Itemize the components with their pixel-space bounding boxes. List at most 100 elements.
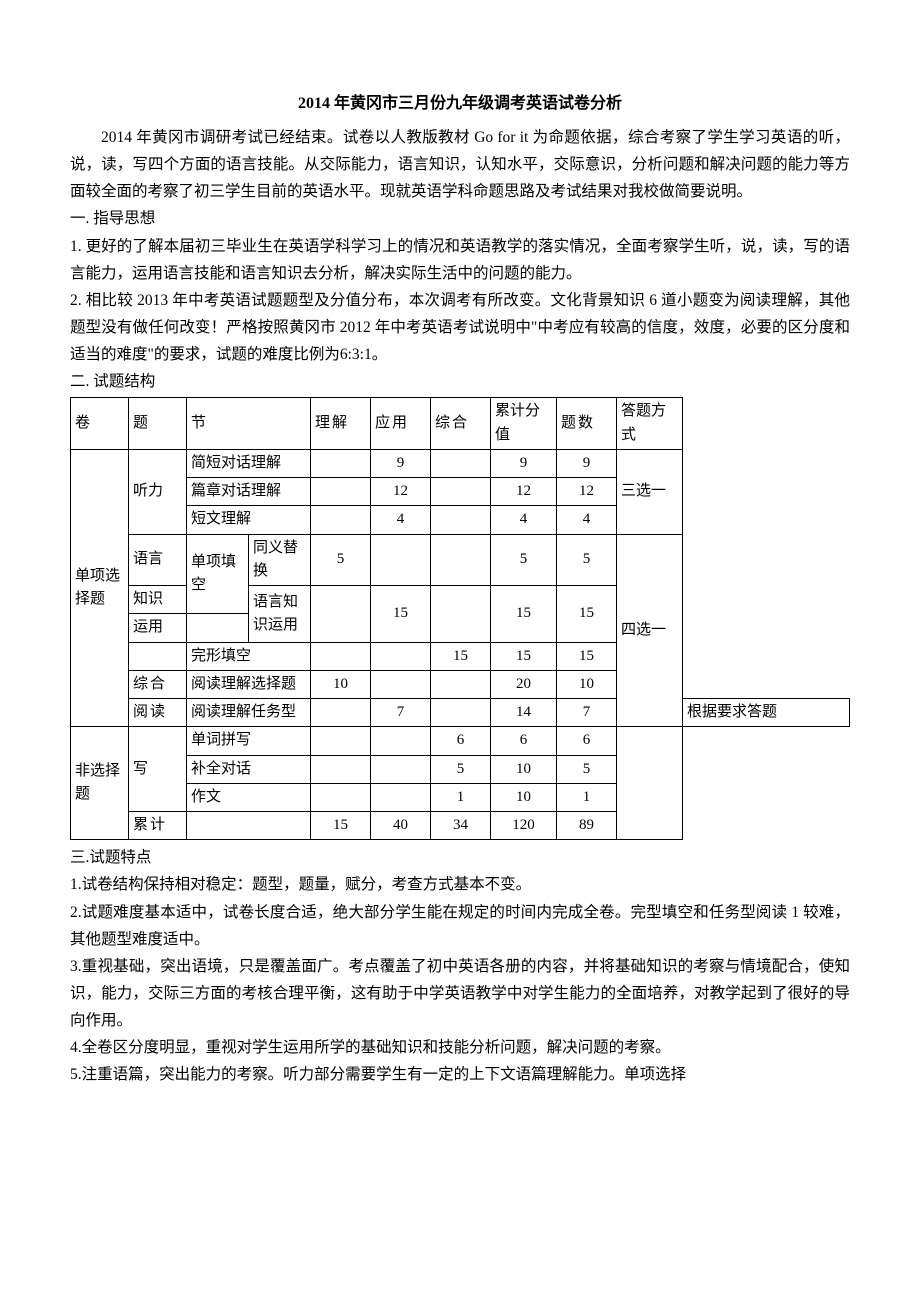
table-row: 作文 1 10 1 bbox=[71, 783, 850, 811]
section-3-item-5: 5.注重语篇，突出能力的考察。听力部分需要学生有一定的上下文语篇理解能力。单项选… bbox=[70, 1061, 850, 1088]
cell: 15 bbox=[491, 642, 557, 670]
cell bbox=[371, 755, 431, 783]
table-row: 卷 题 节 理解 应用 综合 累计分值 题数 答题方式 bbox=[71, 398, 850, 450]
section-3-heading: 三.试题特点 bbox=[70, 844, 850, 871]
cell: 15 bbox=[557, 642, 617, 670]
cell-jie: 单词拼写 bbox=[187, 727, 311, 755]
cell-jie: 语言知识运用 bbox=[249, 586, 311, 643]
cell-ti-yuyan: 语言 bbox=[129, 534, 187, 586]
cell-juan-feixuanze: 非选择题 bbox=[71, 727, 129, 840]
cell: 9 bbox=[557, 449, 617, 477]
intro-paragraph: 2014 年黄冈市调研考试已经结束。试卷以人教版教材 Go for it 为命题… bbox=[70, 124, 850, 205]
cell bbox=[431, 506, 491, 534]
cell: 12 bbox=[371, 478, 431, 506]
cell bbox=[311, 449, 371, 477]
section-3-item-2: 2.试题难度基本适中，试卷长度合适，绝大部分学生能在规定的时间内完成全卷。完型填… bbox=[70, 899, 850, 953]
cell-ti-leiji: 累计 bbox=[129, 812, 187, 840]
cell bbox=[371, 670, 431, 698]
table-row: 非选择题 写 单词拼写 6 6 6 bbox=[71, 727, 850, 755]
cell bbox=[431, 586, 491, 643]
cell: 5 bbox=[557, 534, 617, 586]
cell-jie-empty bbox=[187, 614, 249, 642]
cell: 9 bbox=[491, 449, 557, 477]
cell: 9 bbox=[371, 449, 431, 477]
cell bbox=[431, 449, 491, 477]
cell: 12 bbox=[491, 478, 557, 506]
cell-jie: 完形填空 bbox=[187, 642, 311, 670]
cell-jie: 短文理解 bbox=[187, 506, 311, 534]
cell: 120 bbox=[491, 812, 557, 840]
cell bbox=[371, 534, 431, 586]
cell bbox=[431, 670, 491, 698]
cell: 10 bbox=[491, 755, 557, 783]
th-fenzhi: 累计分值 bbox=[491, 398, 557, 450]
cell bbox=[311, 642, 371, 670]
th-tishu: 题数 bbox=[557, 398, 617, 450]
cell bbox=[371, 783, 431, 811]
cell: 15 bbox=[491, 586, 557, 643]
cell-mode-empty bbox=[617, 727, 683, 840]
cell: 10 bbox=[557, 670, 617, 698]
table-row: 语言 单项填空 同义替换 5 5 5 四选一 bbox=[71, 534, 850, 586]
th-zonghe: 综合 bbox=[431, 398, 491, 450]
cell-jie: 阅读理解选择题 bbox=[187, 670, 311, 698]
th-jie: 节 bbox=[187, 398, 311, 450]
page-title: 2014 年黄冈市三月份九年级调考英语试卷分析 bbox=[70, 90, 850, 118]
cell bbox=[431, 478, 491, 506]
cell: 4 bbox=[491, 506, 557, 534]
cell-jie: 补全对话 bbox=[187, 755, 311, 783]
cell: 10 bbox=[311, 670, 371, 698]
cell: 15 bbox=[557, 586, 617, 643]
cell: 10 bbox=[491, 783, 557, 811]
cell-jie: 单项填空 bbox=[187, 534, 249, 614]
document-page: 2014 年黄冈市三月份九年级调考英语试卷分析 2014 年黄冈市调研考试已经结… bbox=[0, 0, 920, 1128]
cell: 15 bbox=[431, 642, 491, 670]
cell-ti-xie: 写 bbox=[129, 727, 187, 812]
cell-mode: 三选一 bbox=[617, 449, 683, 534]
th-lijie: 理解 bbox=[311, 398, 371, 450]
cell: 5 bbox=[557, 755, 617, 783]
cell: 89 bbox=[557, 812, 617, 840]
section-3-item-1: 1.试卷结构保持相对稳定：题型，题量，赋分，考查方式基本不变。 bbox=[70, 871, 850, 898]
table-row: 单项选择题 听力 简短对话理解 9 9 9 三选一 bbox=[71, 449, 850, 477]
cell-jie: 篇章对话理解 bbox=[187, 478, 311, 506]
table-row: 阅读 阅读理解任务型 7 14 7 根据要求答题 bbox=[71, 699, 850, 727]
cell-ti-zonghe: 综合 bbox=[129, 670, 187, 698]
cell bbox=[311, 727, 371, 755]
th-ti: 题 bbox=[129, 398, 187, 450]
section-3-item-4: 4.全卷区分度明显，重视对学生运用所学的基础知识和技能分析问题，解决问题的考察。 bbox=[70, 1034, 850, 1061]
cell bbox=[311, 506, 371, 534]
cell-jie: 阅读理解任务型 bbox=[187, 699, 311, 727]
cell: 15 bbox=[371, 586, 431, 643]
cell: 14 bbox=[491, 699, 557, 727]
cell-ti-tingli: 听力 bbox=[129, 449, 187, 534]
cell bbox=[371, 642, 431, 670]
cell-ti-yuedu: 阅读 bbox=[129, 699, 187, 727]
cell: 4 bbox=[371, 506, 431, 534]
cell-juan-danxiang: 单项选择题 bbox=[71, 449, 129, 727]
table-row: 短文理解 4 4 4 bbox=[71, 506, 850, 534]
cell bbox=[311, 783, 371, 811]
cell-ti-yunyong: 运用 bbox=[129, 614, 187, 642]
section-2-heading: 二. 试题结构 bbox=[70, 368, 850, 395]
cell-mode: 四选一 bbox=[617, 534, 683, 727]
cell: 40 bbox=[371, 812, 431, 840]
cell bbox=[311, 755, 371, 783]
cell: 20 bbox=[491, 670, 557, 698]
cell bbox=[311, 699, 371, 727]
table-row: 综合 阅读理解选择题 10 20 10 bbox=[71, 670, 850, 698]
section-1-heading: 一. 指导思想 bbox=[70, 205, 850, 232]
table-row: 完形填空 15 15 15 bbox=[71, 642, 850, 670]
cell: 1 bbox=[431, 783, 491, 811]
cell: 4 bbox=[557, 506, 617, 534]
cell-jie: 同义替换 bbox=[249, 534, 311, 586]
cell: 5 bbox=[491, 534, 557, 586]
cell: 7 bbox=[557, 699, 617, 727]
cell: 6 bbox=[557, 727, 617, 755]
cell: 12 bbox=[557, 478, 617, 506]
cell-ti-empty bbox=[129, 642, 187, 670]
cell: 34 bbox=[431, 812, 491, 840]
cell-ti-zhishi: 知识 bbox=[129, 586, 187, 614]
cell: 5 bbox=[431, 755, 491, 783]
cell-mode: 根据要求答题 bbox=[683, 699, 850, 727]
